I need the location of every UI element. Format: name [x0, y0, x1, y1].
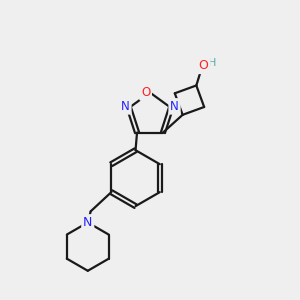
Text: O: O	[141, 86, 150, 99]
Text: O: O	[199, 59, 208, 72]
Text: H: H	[207, 58, 216, 68]
Text: N: N	[83, 216, 92, 229]
Text: N: N	[121, 100, 130, 113]
Text: N: N	[170, 100, 179, 113]
